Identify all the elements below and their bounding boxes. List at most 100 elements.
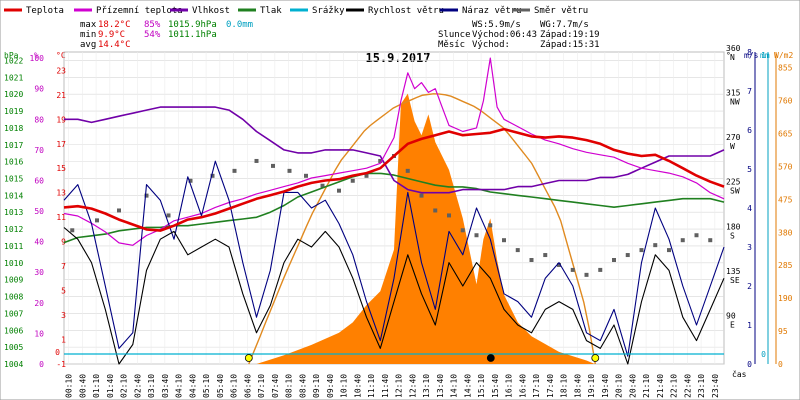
plot-area	[63, 57, 725, 365]
tick-direction-name-0: E	[730, 320, 735, 329]
x-tick-label-39: 19:40	[601, 374, 610, 398]
tick-temp-8: 15	[56, 164, 66, 173]
series-wind-gust-line	[63, 160, 725, 357]
wind-direction-point-28	[543, 253, 548, 258]
x-tick-label-5: 02:40	[133, 374, 142, 398]
wind-direction-point-27	[529, 258, 534, 262]
x-tick-label-4: 02:10	[120, 374, 129, 398]
tick-pressure-15: 1019	[4, 107, 23, 116]
legend-label-naraz-vetru: Náraz větru	[462, 6, 522, 16]
tick-solar-0: 0	[778, 360, 783, 369]
x-tick-label-6: 03:10	[147, 374, 156, 398]
tick-direction-1: 135	[726, 267, 741, 276]
x-tick-label-23: 11:40	[381, 374, 390, 398]
tick-direction-3: 225	[726, 178, 741, 187]
tick-temp-2: 3	[61, 311, 66, 320]
axis-ticks: 1004100510061007100810091010101110121013…	[4, 44, 793, 369]
x-tick-label-0: 00:10	[65, 374, 74, 398]
stat-max-press: 1015.9hPa	[168, 20, 217, 30]
stat-min-press: 1011.1hPa	[168, 30, 217, 40]
x-tick-label-22: 11:10	[367, 374, 376, 398]
wind-direction-point-4	[166, 213, 171, 218]
stat-moon-label: Měsíc	[438, 40, 465, 50]
x-tick-label-32: 16:10	[505, 374, 514, 398]
wind-direction-point-34	[625, 253, 630, 258]
x-tick-label-40: 20:10	[615, 374, 624, 398]
tick-wind-4: 4	[747, 204, 752, 213]
tick-humidity-1: 10	[34, 329, 44, 338]
legend-label-prizemni-teplota: Přízemní teplota	[96, 6, 183, 16]
x-tick-label-14: 07:10	[257, 374, 266, 398]
stat-min-hum: 54%	[144, 30, 161, 40]
tick-temp-11: 21	[56, 91, 66, 100]
tick-temp-12: 23	[56, 66, 66, 75]
wind-direction-point-1	[95, 218, 99, 223]
legend-item-prizemni-teplota: Přízemní teplota	[74, 6, 183, 16]
tick-wind-3: 3	[747, 243, 752, 252]
wind-direction-point-8	[254, 158, 259, 163]
x-tick-label-38: 19:10	[587, 374, 596, 398]
stat-avg-temp: 14.4°C	[98, 40, 131, 50]
x-tick-label-47: 23:40	[711, 374, 720, 398]
series-ground-temp-line	[63, 57, 725, 246]
x-tick-label-33: 16:40	[518, 374, 527, 398]
legend-item-naraz-vetru: Náraz větru	[440, 6, 522, 16]
x-tick-label-25: 12:40	[408, 374, 417, 398]
wind-direction-point-16	[378, 158, 383, 163]
axis-unit-percent: %	[34, 51, 39, 60]
tick-humidity-6: 60	[34, 176, 44, 185]
series-sun-position-curve	[248, 93, 596, 365]
tick-temp-6: 11	[56, 213, 66, 222]
tick-pressure-12: 1016	[4, 158, 23, 167]
legend-item-smer-vetru: Směr větru	[512, 6, 588, 16]
legend-item-vlhkost: Vlhkost	[170, 6, 230, 16]
x-tick-label-21: 10:40	[353, 374, 362, 398]
legend-label-teplota: Teplota	[26, 6, 64, 16]
legend: Teplota Přízemní teplota Vlhkost Tlak Sr…	[4, 6, 588, 16]
stat-max-label: max	[80, 20, 97, 30]
tick-temp-5: 9	[61, 238, 66, 247]
tick-temp-10: 19	[56, 115, 66, 124]
x-tick-label-43: 21:40	[656, 374, 665, 398]
tick-direction-name-4: W	[730, 142, 735, 151]
x-tick-label-41: 20:40	[628, 374, 637, 398]
tick-direction-name-2: S	[730, 231, 735, 240]
wind-direction-point-22	[460, 228, 465, 233]
legend-label-srazky: Srážky	[312, 6, 345, 16]
wind-direction-point-11	[304, 173, 308, 178]
stat-avg-label: avg	[80, 40, 96, 50]
tick-temp-3: 5	[61, 287, 66, 296]
tick-pressure-17: 1021	[4, 73, 23, 82]
tick-rain-1: 1	[761, 51, 766, 60]
moonset-marker	[486, 354, 495, 362]
stat-ws: WS:5.9m/s	[472, 20, 521, 30]
x-tick-label-45: 22:40	[683, 374, 692, 398]
x-tick-label-1: 00:40	[78, 374, 87, 398]
tick-rain-0: 0	[761, 350, 766, 359]
stat-max-rain: 0.0mm	[226, 20, 253, 30]
tick-solar-4: 380	[778, 228, 793, 237]
x-tick-label-3: 01:40	[106, 374, 115, 398]
wind-direction-point-26	[515, 248, 520, 253]
x-tick-label-46: 23:10	[697, 374, 706, 398]
wind-direction-point-24	[488, 223, 493, 228]
x-tick-label-42: 21:10	[642, 374, 651, 398]
axis-unit-hpa: hPa	[4, 51, 19, 60]
wind-direction-point-7	[232, 168, 237, 173]
tick-humidity-5: 50	[34, 207, 44, 216]
tick-direction-name-6: N	[730, 53, 735, 62]
wind-direction-point-35	[639, 248, 644, 253]
stat-wg: WG:7.7m/s	[540, 20, 589, 30]
tick-wind-5: 5	[747, 165, 752, 174]
x-tick-label-31: 15:40	[491, 374, 500, 398]
tick-pressure-10: 1014	[4, 191, 23, 200]
x-tick-label-26: 13:10	[422, 374, 431, 398]
wind-direction-point-21	[447, 213, 451, 218]
wind-direction-point-14	[350, 178, 355, 183]
tick-wind-8: 8	[747, 48, 752, 57]
wind-direction-point-36	[653, 243, 658, 248]
wind-direction-point-37	[667, 248, 671, 253]
tick-humidity-7: 70	[34, 146, 44, 155]
x-tick-label-29: 14:40	[463, 374, 472, 398]
